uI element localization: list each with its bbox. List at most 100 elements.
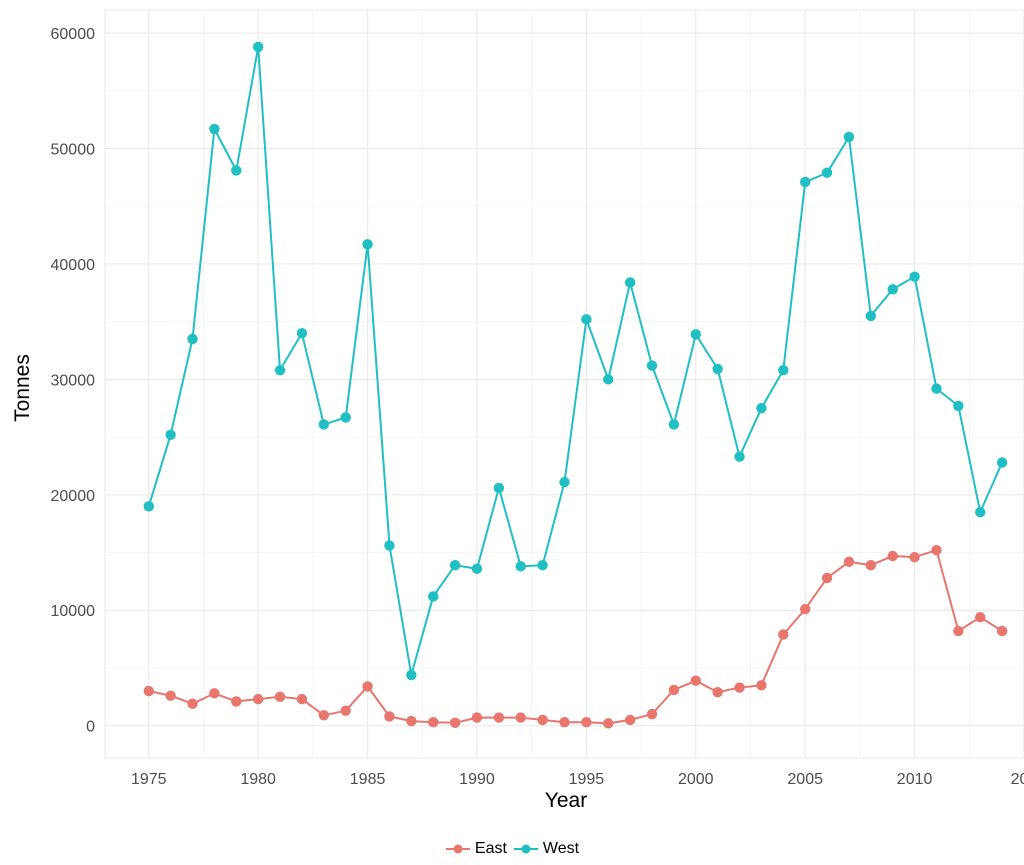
data-point-east <box>975 611 986 623</box>
data-point-east <box>668 684 680 696</box>
data-point-east <box>996 625 1008 637</box>
data-point-west <box>734 451 745 462</box>
data-point-east <box>165 690 176 701</box>
data-point-west <box>252 41 264 53</box>
data-point-east <box>471 712 483 723</box>
data-point-east <box>909 551 920 563</box>
data-point-west <box>231 165 242 176</box>
x-axis-tick-labels: 1975 1980 1985 1990 1995 2000 2005 2010 201 <box>131 771 1024 788</box>
data-point-east <box>296 693 308 705</box>
data-point-east <box>734 682 745 693</box>
data-point-east <box>143 685 154 697</box>
data-point-west <box>428 591 439 602</box>
data-point-east <box>559 717 570 728</box>
data-point-east <box>953 625 964 637</box>
data-point-west <box>493 482 505 494</box>
data-point-west <box>953 400 964 412</box>
legend: East West <box>0 840 1024 858</box>
data-point-west <box>340 412 351 423</box>
data-point-east <box>187 698 198 709</box>
data-point-west <box>778 364 789 376</box>
data-point-west <box>887 284 898 295</box>
data-point-west <box>690 329 701 340</box>
data-point-west <box>931 383 942 394</box>
data-point-east <box>209 688 220 699</box>
legend-key-west <box>513 844 538 854</box>
data-point-west <box>668 419 680 430</box>
data-point-east <box>778 629 789 640</box>
data-point-west <box>843 131 855 143</box>
data-point-west <box>362 239 373 250</box>
data-point-east <box>406 715 417 727</box>
data-point-west <box>296 328 308 339</box>
legend-key-east <box>445 844 470 854</box>
data-point-west <box>187 333 198 345</box>
data-point-west <box>318 419 330 430</box>
data-point-west <box>143 501 154 512</box>
legend-label-west: West <box>542 840 580 857</box>
data-point-west <box>975 506 986 518</box>
legend-item-west: West <box>513 840 579 858</box>
data-point-west <box>603 374 614 385</box>
x-tick-label: 1985 <box>350 771 386 788</box>
x-tick-label: 1975 <box>131 771 167 788</box>
data-point-east <box>843 556 855 567</box>
data-point-west <box>712 363 723 375</box>
data-point-east <box>362 681 373 692</box>
y-tick-label: 60000 <box>51 26 96 43</box>
data-point-east <box>887 550 898 562</box>
data-point-east <box>231 696 242 707</box>
data-point-east <box>821 572 833 584</box>
data-point-east <box>690 675 701 686</box>
data-point-west <box>581 314 592 325</box>
x-axis-title: Year <box>545 789 587 812</box>
data-point-east <box>318 710 330 721</box>
data-point-west <box>384 540 395 551</box>
data-point-east <box>799 603 811 615</box>
y-tick-label: 40000 <box>51 257 96 274</box>
data-point-west <box>559 476 570 488</box>
data-point-east <box>865 560 877 571</box>
y-tick-label: 10000 <box>51 603 96 620</box>
plot-panel-border <box>104 9 1024 759</box>
y-axis-tick-labels: 0 10000 20000 30000 40000 50000 60000 <box>51 26 96 736</box>
data-point-west <box>646 360 658 371</box>
series-points <box>143 41 1008 729</box>
data-point-west <box>821 167 833 178</box>
data-point-east <box>428 717 439 728</box>
data-point-west <box>406 669 417 681</box>
y-tick-label: 0 <box>86 719 95 736</box>
y-tick-label: 30000 <box>51 372 96 389</box>
data-point-east <box>931 545 942 556</box>
data-point-east <box>712 687 723 698</box>
data-point-west <box>274 364 286 376</box>
data-point-west <box>209 123 220 135</box>
data-point-west <box>624 277 636 288</box>
data-point-east <box>252 693 264 705</box>
y-tick-label: 20000 <box>51 488 96 505</box>
y-tick-label: 50000 <box>51 142 96 159</box>
data-point-west <box>909 271 920 282</box>
y-axis-title: Tonnes <box>11 354 34 422</box>
data-point-west <box>165 429 176 440</box>
data-point-west <box>537 560 548 571</box>
x-tick-label: 2000 <box>678 771 714 788</box>
data-point-west <box>996 457 1008 468</box>
data-point-east <box>493 712 505 723</box>
data-point-east <box>756 680 767 691</box>
series-line-east <box>148 549 1003 725</box>
grid-lines <box>104 9 1024 759</box>
data-point-west <box>756 403 767 414</box>
data-point-east <box>646 708 658 720</box>
data-point-east <box>340 705 351 716</box>
data-point-west <box>449 560 461 571</box>
x-tick-label: 1995 <box>569 771 605 788</box>
legend-item-east: East <box>445 840 507 858</box>
series-line-west <box>147 45 1004 676</box>
x-tick-label: 201 <box>1011 771 1024 788</box>
data-point-west <box>799 176 811 188</box>
data-point-east <box>449 717 461 728</box>
data-point-east <box>537 714 548 726</box>
series-lines <box>147 45 1004 725</box>
